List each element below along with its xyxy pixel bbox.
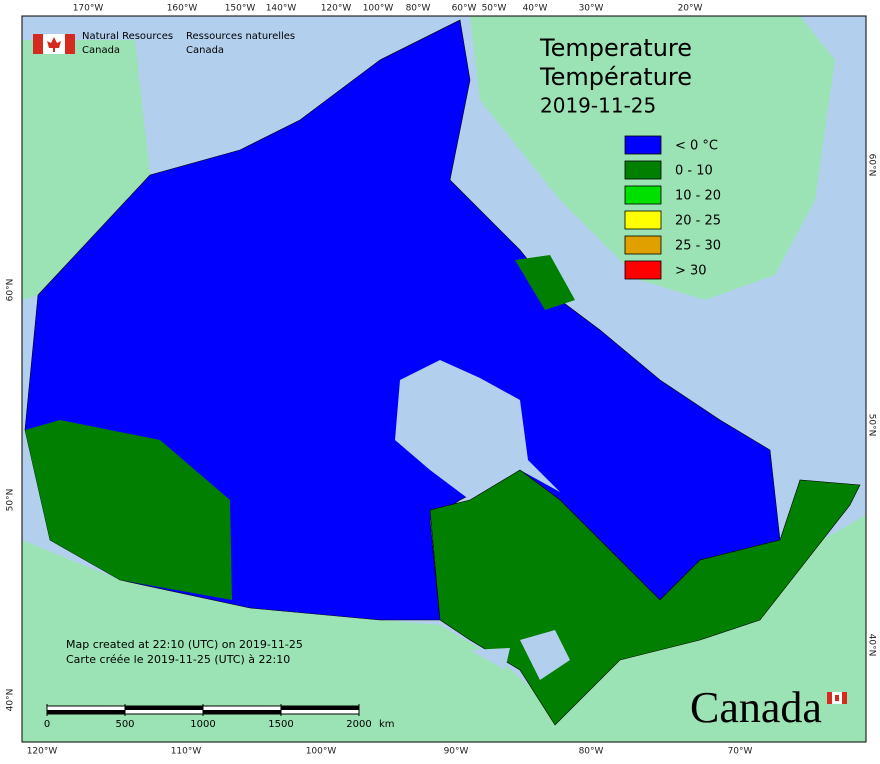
legend-label: 0 - 10 [675, 164, 713, 179]
alaska [22, 40, 150, 300]
scale-label: 2000 [346, 719, 371, 730]
wordmark-flag [842, 692, 847, 704]
scale-label: 1000 [190, 719, 215, 730]
legend-swatch [624, 185, 662, 205]
map-frame [21, 15, 867, 743]
legend-swatch [624, 135, 662, 155]
legend-label: 10 - 20 [675, 189, 721, 204]
hudson-bay [395, 360, 560, 500]
graticule-label: 60°N [867, 154, 877, 177]
agency-en: Canada [82, 45, 120, 56]
graticule-label: 170°W [73, 4, 104, 14]
baffin-mild [515, 255, 575, 310]
legend-swatch [624, 160, 662, 180]
bc-coast-mild [25, 420, 232, 600]
note: Map created at 22:10 (UTC) on 2019-11-25 [66, 638, 303, 651]
graticule-label: 70°W [728, 747, 753, 757]
graticule-label: 140°W [266, 4, 297, 14]
legend-label: 20 - 25 [675, 214, 721, 229]
graticule-label: 90°W [444, 747, 469, 757]
graticule-label: 150°W [225, 4, 256, 14]
legend-label: 25 - 30 [675, 239, 721, 254]
graticule-label: 120°W [27, 747, 58, 757]
title: Température [539, 63, 692, 91]
legend-label: < 0 °C [675, 139, 718, 154]
agency-en: Natural Resources [82, 31, 173, 42]
scale-unit: km [379, 719, 395, 730]
flag-bar [33, 34, 43, 54]
wordmark-flag [835, 695, 839, 701]
maple-leaf [47, 37, 61, 52]
graticule-label: 100°W [363, 4, 394, 14]
legend-label: > 30 [675, 264, 707, 279]
agency-fr: Ressources naturelles [186, 31, 295, 42]
graticule-label: 60°W [452, 4, 477, 14]
wordmark: Canada [690, 683, 822, 732]
graticule-label: 160°W [167, 4, 198, 14]
graticule-label: 40°N [867, 634, 877, 657]
legend-swatch [624, 260, 662, 280]
legend-swatch [624, 235, 662, 255]
scale-segment [47, 710, 125, 714]
graticule-label: 50°N [867, 414, 877, 437]
graticule-label: 80°W [579, 747, 604, 757]
graticule-label: 40°N [6, 689, 16, 712]
flag-bar [65, 34, 75, 54]
greenland [470, 16, 835, 300]
graticule-label: 40°W [523, 4, 548, 14]
graticule-label: 50°W [482, 4, 507, 14]
graticule-label: 50°N [6, 489, 16, 512]
graticule-label: 80°W [406, 4, 431, 14]
scale-segment [281, 706, 359, 710]
graticule-label: 60°N [6, 279, 16, 302]
scale-label: 0 [44, 719, 50, 730]
note: Carte créée le 2019-11-25 (UTC) à 22:10 [66, 653, 290, 666]
title: Temperature [539, 34, 692, 62]
scale-label: 500 [115, 719, 134, 730]
graticule-label: 120°W [321, 4, 352, 14]
legend-swatch [624, 210, 662, 230]
graticule-label: 30°W [579, 4, 604, 14]
scale-label: 1500 [268, 719, 293, 730]
graticule-label: 110°W [171, 747, 202, 757]
scale-segment [203, 710, 281, 714]
date: 2019-11-25 [540, 94, 656, 118]
graticule-label: 100°W [306, 747, 337, 757]
wordmark-flag [827, 692, 832, 704]
united-states [22, 515, 866, 742]
agency-fr: Canada [186, 45, 224, 56]
scale-segment [125, 706, 203, 710]
great-lakes [470, 630, 570, 680]
flag [33, 34, 75, 54]
graticule-label: 20°W [678, 4, 703, 14]
